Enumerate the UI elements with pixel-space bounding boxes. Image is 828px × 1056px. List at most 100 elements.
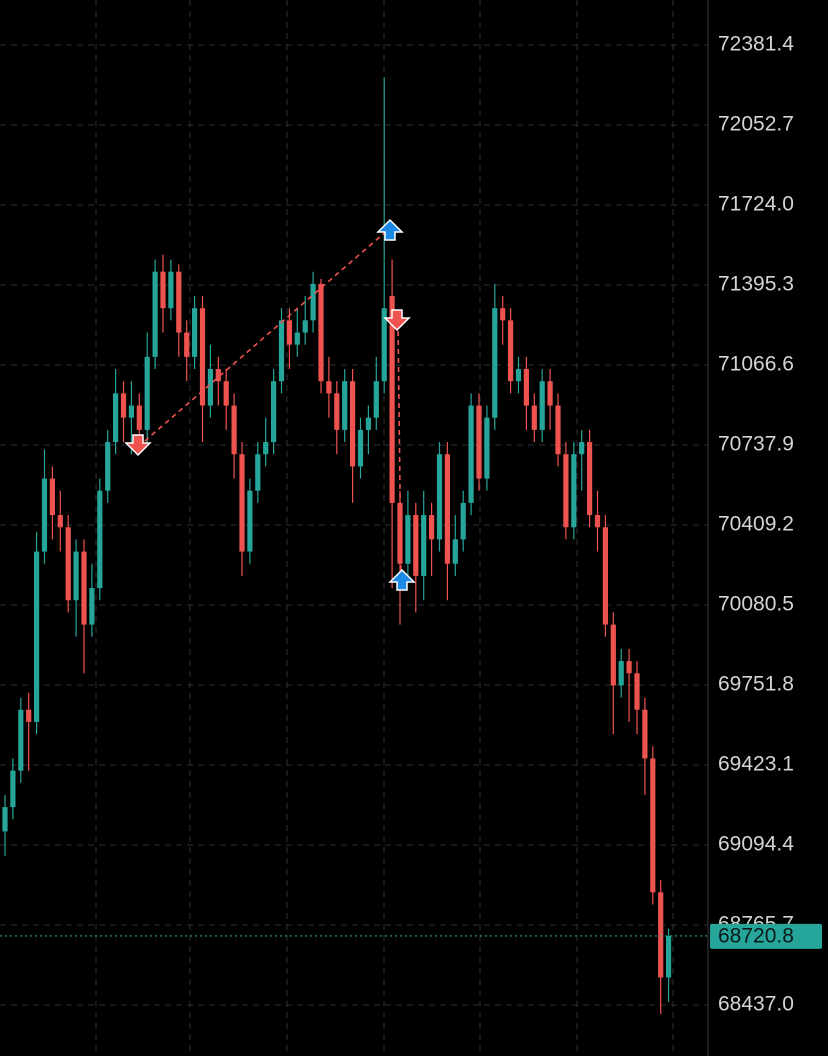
candle-body — [555, 405, 561, 455]
y-tick-label: 69094.4 — [718, 833, 794, 856]
candle-body — [81, 551, 87, 625]
candle-body — [136, 405, 142, 430]
candle-body — [500, 308, 506, 321]
candle-body — [421, 515, 427, 576]
candle-body — [381, 308, 387, 382]
buy-marker — [388, 568, 416, 591]
y-tick-label: 69751.8 — [718, 673, 794, 696]
candle-body — [429, 515, 435, 540]
candle-body — [436, 454, 443, 540]
candle-body — [594, 515, 601, 528]
candle-body — [176, 271, 182, 333]
candle-body — [184, 332, 190, 357]
candle-body — [239, 454, 245, 552]
candle-body — [57, 515, 63, 528]
candle-body — [405, 515, 411, 564]
price-axis: 72381.4 72052.7 71724.0 71395.3 71066.6 70737… — [0, 33, 822, 1016]
candle-body — [452, 539, 458, 564]
candle-body — [373, 381, 379, 418]
candle-body — [618, 661, 624, 686]
candle-body — [326, 381, 332, 394]
candle-body — [634, 673, 640, 710]
candle-body — [120, 393, 127, 418]
candle-body — [334, 393, 340, 430]
candle-body — [389, 296, 395, 503]
candle-body — [10, 770, 16, 808]
candle-body — [207, 369, 213, 406]
candle-body — [286, 320, 292, 345]
candle-body — [666, 935, 672, 978]
candle-body — [365, 417, 371, 430]
candle-body — [610, 624, 616, 686]
candle-body — [492, 308, 498, 418]
candle-body — [271, 381, 277, 443]
y-tick-label: 69423.1 — [718, 753, 794, 776]
candle-body — [2, 807, 8, 832]
candle-body — [49, 478, 55, 516]
y-tick-label: 68437.0 — [718, 993, 794, 1016]
candle-body — [278, 320, 285, 382]
last-price-badge — [710, 923, 822, 949]
candle-body — [168, 271, 174, 309]
candle-body — [128, 405, 134, 418]
candle-body — [650, 758, 656, 893]
candle-body — [444, 454, 450, 564]
sell-marker — [383, 309, 411, 332]
candle-body — [231, 405, 237, 455]
candle-body — [531, 405, 537, 430]
candle-body — [255, 454, 261, 491]
candle-body — [413, 515, 419, 576]
candle-body — [484, 417, 490, 479]
y-tick-label: 72052.7 — [718, 113, 794, 136]
trade-link — [397, 321, 402, 576]
candle-body — [460, 502, 466, 540]
candle-body — [113, 393, 119, 443]
candle-body — [310, 283, 316, 321]
candles — [2, 76, 672, 1014]
candle-body — [223, 381, 229, 406]
candle-body — [547, 381, 553, 406]
candle-body — [587, 442, 593, 516]
candle-body — [476, 405, 482, 479]
y-tick-label: 71395.3 — [718, 273, 794, 296]
y-tick-label: 71724.0 — [718, 193, 794, 216]
candle-body — [318, 283, 324, 382]
candle-body — [215, 369, 221, 382]
candle-body — [34, 551, 40, 722]
candle-body — [73, 551, 79, 601]
y-tick-label: 72381.4 — [718, 33, 794, 56]
candle-body — [152, 271, 158, 357]
candle-body — [18, 709, 24, 771]
candle-body — [523, 369, 529, 406]
candle-body — [192, 308, 198, 357]
candle-body — [97, 490, 103, 589]
candle-body — [342, 381, 348, 430]
candle-body — [199, 308, 206, 406]
candle-body — [508, 320, 514, 382]
candle-body — [571, 454, 577, 528]
candle-body — [89, 588, 95, 625]
sell-marker — [124, 434, 152, 457]
y-tick-label: 71066.6 — [718, 353, 794, 376]
candle-body — [602, 527, 608, 625]
candle-body — [357, 429, 364, 467]
candle-body — [247, 490, 253, 552]
candle-body — [41, 478, 48, 552]
candle-body — [539, 381, 545, 430]
candle-body — [144, 356, 150, 430]
candle-body — [626, 661, 632, 674]
y-tick-label: 70409.2 — [718, 513, 794, 536]
candle-body — [105, 442, 111, 491]
trade-markers — [124, 218, 416, 591]
candle-body — [160, 271, 166, 309]
y-tick-label: 70080.5 — [718, 593, 794, 616]
y-tick-label: 70737.9 — [718, 433, 794, 456]
candle-body — [658, 892, 664, 978]
trade-link — [137, 227, 391, 448]
candle-body — [579, 442, 585, 455]
candle-body — [350, 381, 356, 467]
candle-body — [302, 320, 308, 333]
buy-marker — [376, 218, 404, 241]
